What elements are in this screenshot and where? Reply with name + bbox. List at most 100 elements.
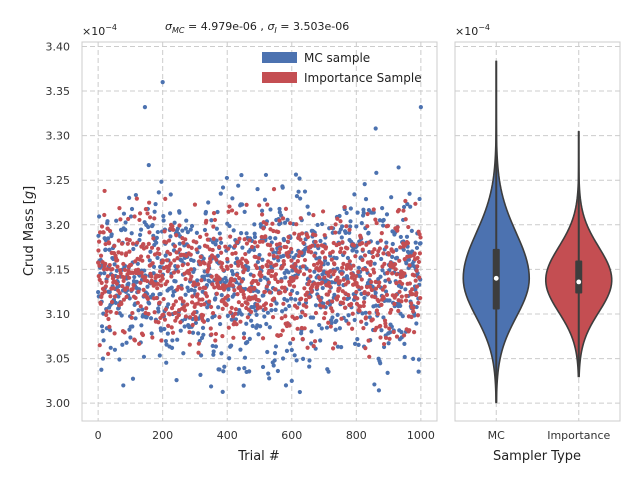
scatter-point: [265, 202, 270, 207]
scatter-point: [169, 345, 175, 350]
scatter-point: [392, 262, 398, 267]
scatter-point: [118, 217, 123, 222]
scatter-point: [389, 195, 394, 200]
scatter-point: [275, 368, 280, 374]
scatter-point: [361, 210, 366, 215]
scatter-point: [217, 244, 222, 250]
scatter-point: [341, 277, 346, 282]
scatter-point: [106, 236, 111, 241]
scatter-point: [350, 326, 355, 331]
scatter-point: [348, 206, 353, 211]
scatter-point: [122, 275, 127, 280]
scatter-point: [227, 223, 232, 229]
scatter-point: [211, 236, 216, 241]
scatter-point: [105, 267, 110, 272]
scatter-point: [233, 251, 238, 256]
scatter-point: [401, 333, 407, 338]
scatter-point: [130, 310, 135, 316]
scatter-point: [292, 231, 297, 236]
scatter-point: [299, 296, 304, 301]
scatter-point: [258, 277, 263, 283]
scatter-point: [411, 305, 416, 310]
scatter-point: [117, 357, 122, 362]
scatter-point: [127, 249, 132, 254]
scatter-point: [418, 235, 423, 240]
scatter-point: [381, 315, 386, 320]
scatter-point: [268, 235, 273, 240]
scatter-point: [303, 313, 308, 318]
scatter-point: [330, 249, 335, 254]
scatter-point: [416, 369, 421, 374]
scatter-point: [205, 237, 210, 242]
scatter-point: [286, 254, 291, 259]
scatter-point: [300, 264, 306, 269]
scatter-point: [147, 258, 152, 263]
scatter-point: [114, 310, 119, 316]
scatter-point: [229, 343, 234, 348]
scatter-point: [322, 255, 328, 260]
scatter-point: [383, 278, 388, 283]
scatter-point: [160, 80, 165, 85]
scatter-point: [131, 283, 136, 288]
scatter-point: [285, 217, 290, 222]
scatter-point: [119, 301, 124, 306]
scatter-point: [115, 258, 120, 263]
scatter-point: [223, 284, 229, 289]
scatter-point: [404, 293, 409, 299]
scatter-point: [360, 241, 365, 246]
scatter-point: [323, 245, 329, 250]
scatter-point: [107, 247, 112, 252]
scatter-point: [277, 206, 282, 212]
scatter-point: [249, 244, 255, 250]
scatter-y-tick-label: 3.00: [46, 397, 71, 410]
scatter-point: [348, 224, 353, 229]
scatter-point: [384, 240, 389, 245]
scatter-point: [206, 200, 211, 205]
scatter-point: [383, 289, 389, 294]
scatter-point: [407, 191, 412, 196]
scatter-point: [145, 284, 150, 289]
scatter-point: [237, 236, 242, 241]
scatter-point: [165, 331, 170, 336]
scatter-point: [159, 179, 164, 184]
scatter-point: [271, 363, 276, 368]
scatter-point: [272, 358, 277, 363]
sigma-i-value: 3.503e-06: [293, 20, 349, 33]
scatter-point: [263, 301, 269, 306]
scatter-point: [254, 312, 259, 317]
scatter-point: [270, 221, 275, 226]
scatter-point: [219, 351, 224, 356]
scatter-point: [172, 244, 178, 249]
scatter-point: [410, 292, 415, 297]
scatter-point: [364, 321, 369, 326]
scatter-point: [242, 267, 248, 272]
scatter-point: [257, 252, 262, 258]
scatter-point: [374, 325, 379, 330]
scatter-point: [183, 226, 189, 231]
scatter-point: [193, 320, 199, 325]
scatter-point: [137, 341, 142, 346]
scatter-point: [98, 253, 104, 258]
scatter-point: [414, 245, 420, 251]
scatter-point: [123, 227, 128, 232]
scatter-x-tick-label: 1000: [407, 429, 435, 442]
scatter-point: [321, 304, 326, 309]
scatter-point: [276, 229, 281, 235]
scatter-point: [146, 241, 151, 246]
scatter-point: [331, 240, 336, 246]
scatter-point: [127, 296, 132, 301]
scatter-point: [405, 202, 410, 207]
scatter-point: [98, 301, 103, 306]
scatter-point: [276, 258, 281, 263]
scatter-point: [200, 297, 205, 302]
scatter-y-tick-label: 3.15: [46, 263, 71, 276]
scatter-point: [234, 211, 239, 216]
scatter-point: [411, 356, 416, 361]
scatter-point: [102, 212, 107, 218]
scatter-point: [312, 281, 317, 286]
scatter-point: [299, 250, 304, 255]
scatter-point: [281, 259, 286, 264]
scatter-point: [376, 299, 381, 304]
scatter-point: [234, 256, 240, 261]
scatter-point: [138, 254, 144, 259]
